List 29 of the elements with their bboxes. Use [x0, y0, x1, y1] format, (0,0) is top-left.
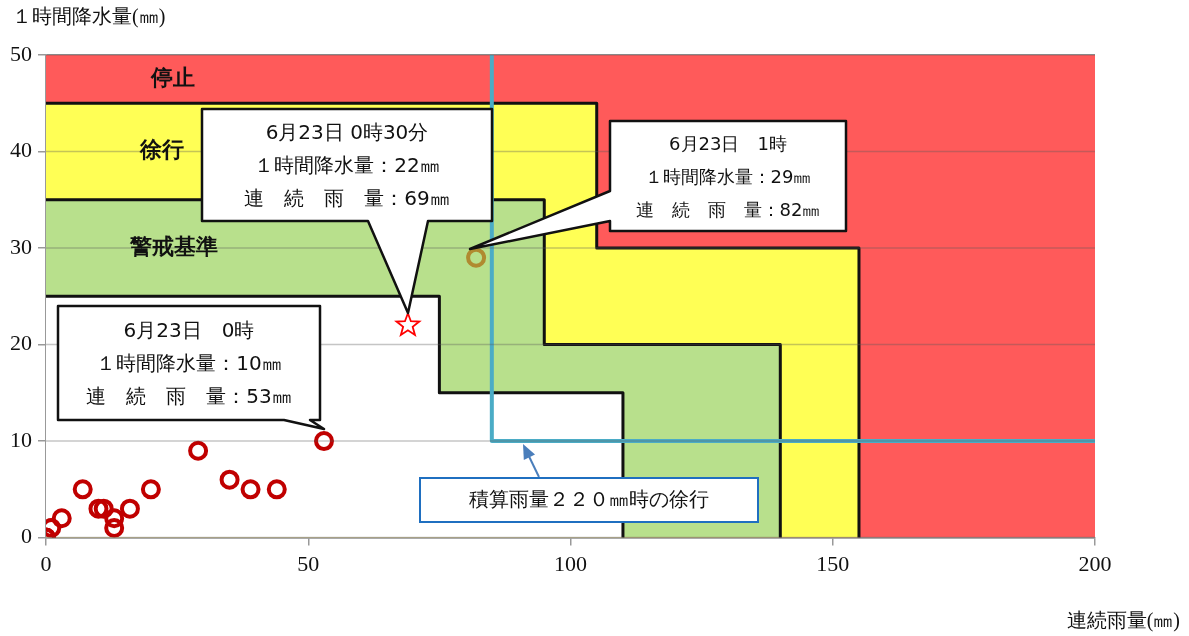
- text-box: 積算雨量２２０㎜時の徐行: [419, 477, 760, 524]
- annotation: 6月23日 1時: [669, 132, 787, 154]
- speech-bubble: 6月23日 0時 １時間降水量：10㎜ 連 続 雨 量：53㎜: [56, 304, 326, 432]
- annotation: １時間降水量：10㎜: [96, 351, 282, 376]
- annotation: 積算雨量２２０㎜時の徐行: [468, 486, 711, 514]
- series-label: 警戒基準: [128, 233, 218, 259]
- annotation: １時間降水量：22㎜: [254, 153, 440, 178]
- x-axis-title: 連続雨量(㎜): [1066, 609, 1180, 633]
- y-tick-label: 40: [10, 137, 32, 163]
- y-tick-label: 50: [10, 40, 32, 66]
- x-tick-label: 0: [40, 550, 52, 576]
- x-tick-label: 150: [816, 550, 850, 576]
- y-tick-label: 0: [21, 523, 32, 549]
- y-tick-label: 10: [10, 426, 32, 452]
- series-label: 徐行: [139, 137, 185, 163]
- x-tick-label: 100: [554, 550, 587, 576]
- x-tick-label: 50: [297, 550, 320, 576]
- y-tick-label: 20: [10, 330, 32, 356]
- y-tick-label: 30: [10, 233, 32, 259]
- annotation: 連 続 雨 量：53㎜: [86, 384, 292, 409]
- y-axis-title: １時間降水量(㎜): [12, 5, 166, 29]
- annotation: １時間降水量：29㎜: [644, 165, 812, 187]
- series-label: 停止: [149, 64, 195, 90]
- speech-bubble: 6月23日 1時 １時間降水量：29㎜ 連 続 雨 量：82㎜: [468, 118, 849, 251]
- annotation: 6月23日 0時: [123, 318, 255, 343]
- x-tick-label: 200: [1078, 550, 1112, 576]
- annotation: 連 続 雨 量：82㎜: [635, 198, 821, 220]
- annotation: 連 続 雨 量：69㎜: [244, 186, 450, 211]
- annotation: 6月23日 0時30分: [265, 120, 429, 145]
